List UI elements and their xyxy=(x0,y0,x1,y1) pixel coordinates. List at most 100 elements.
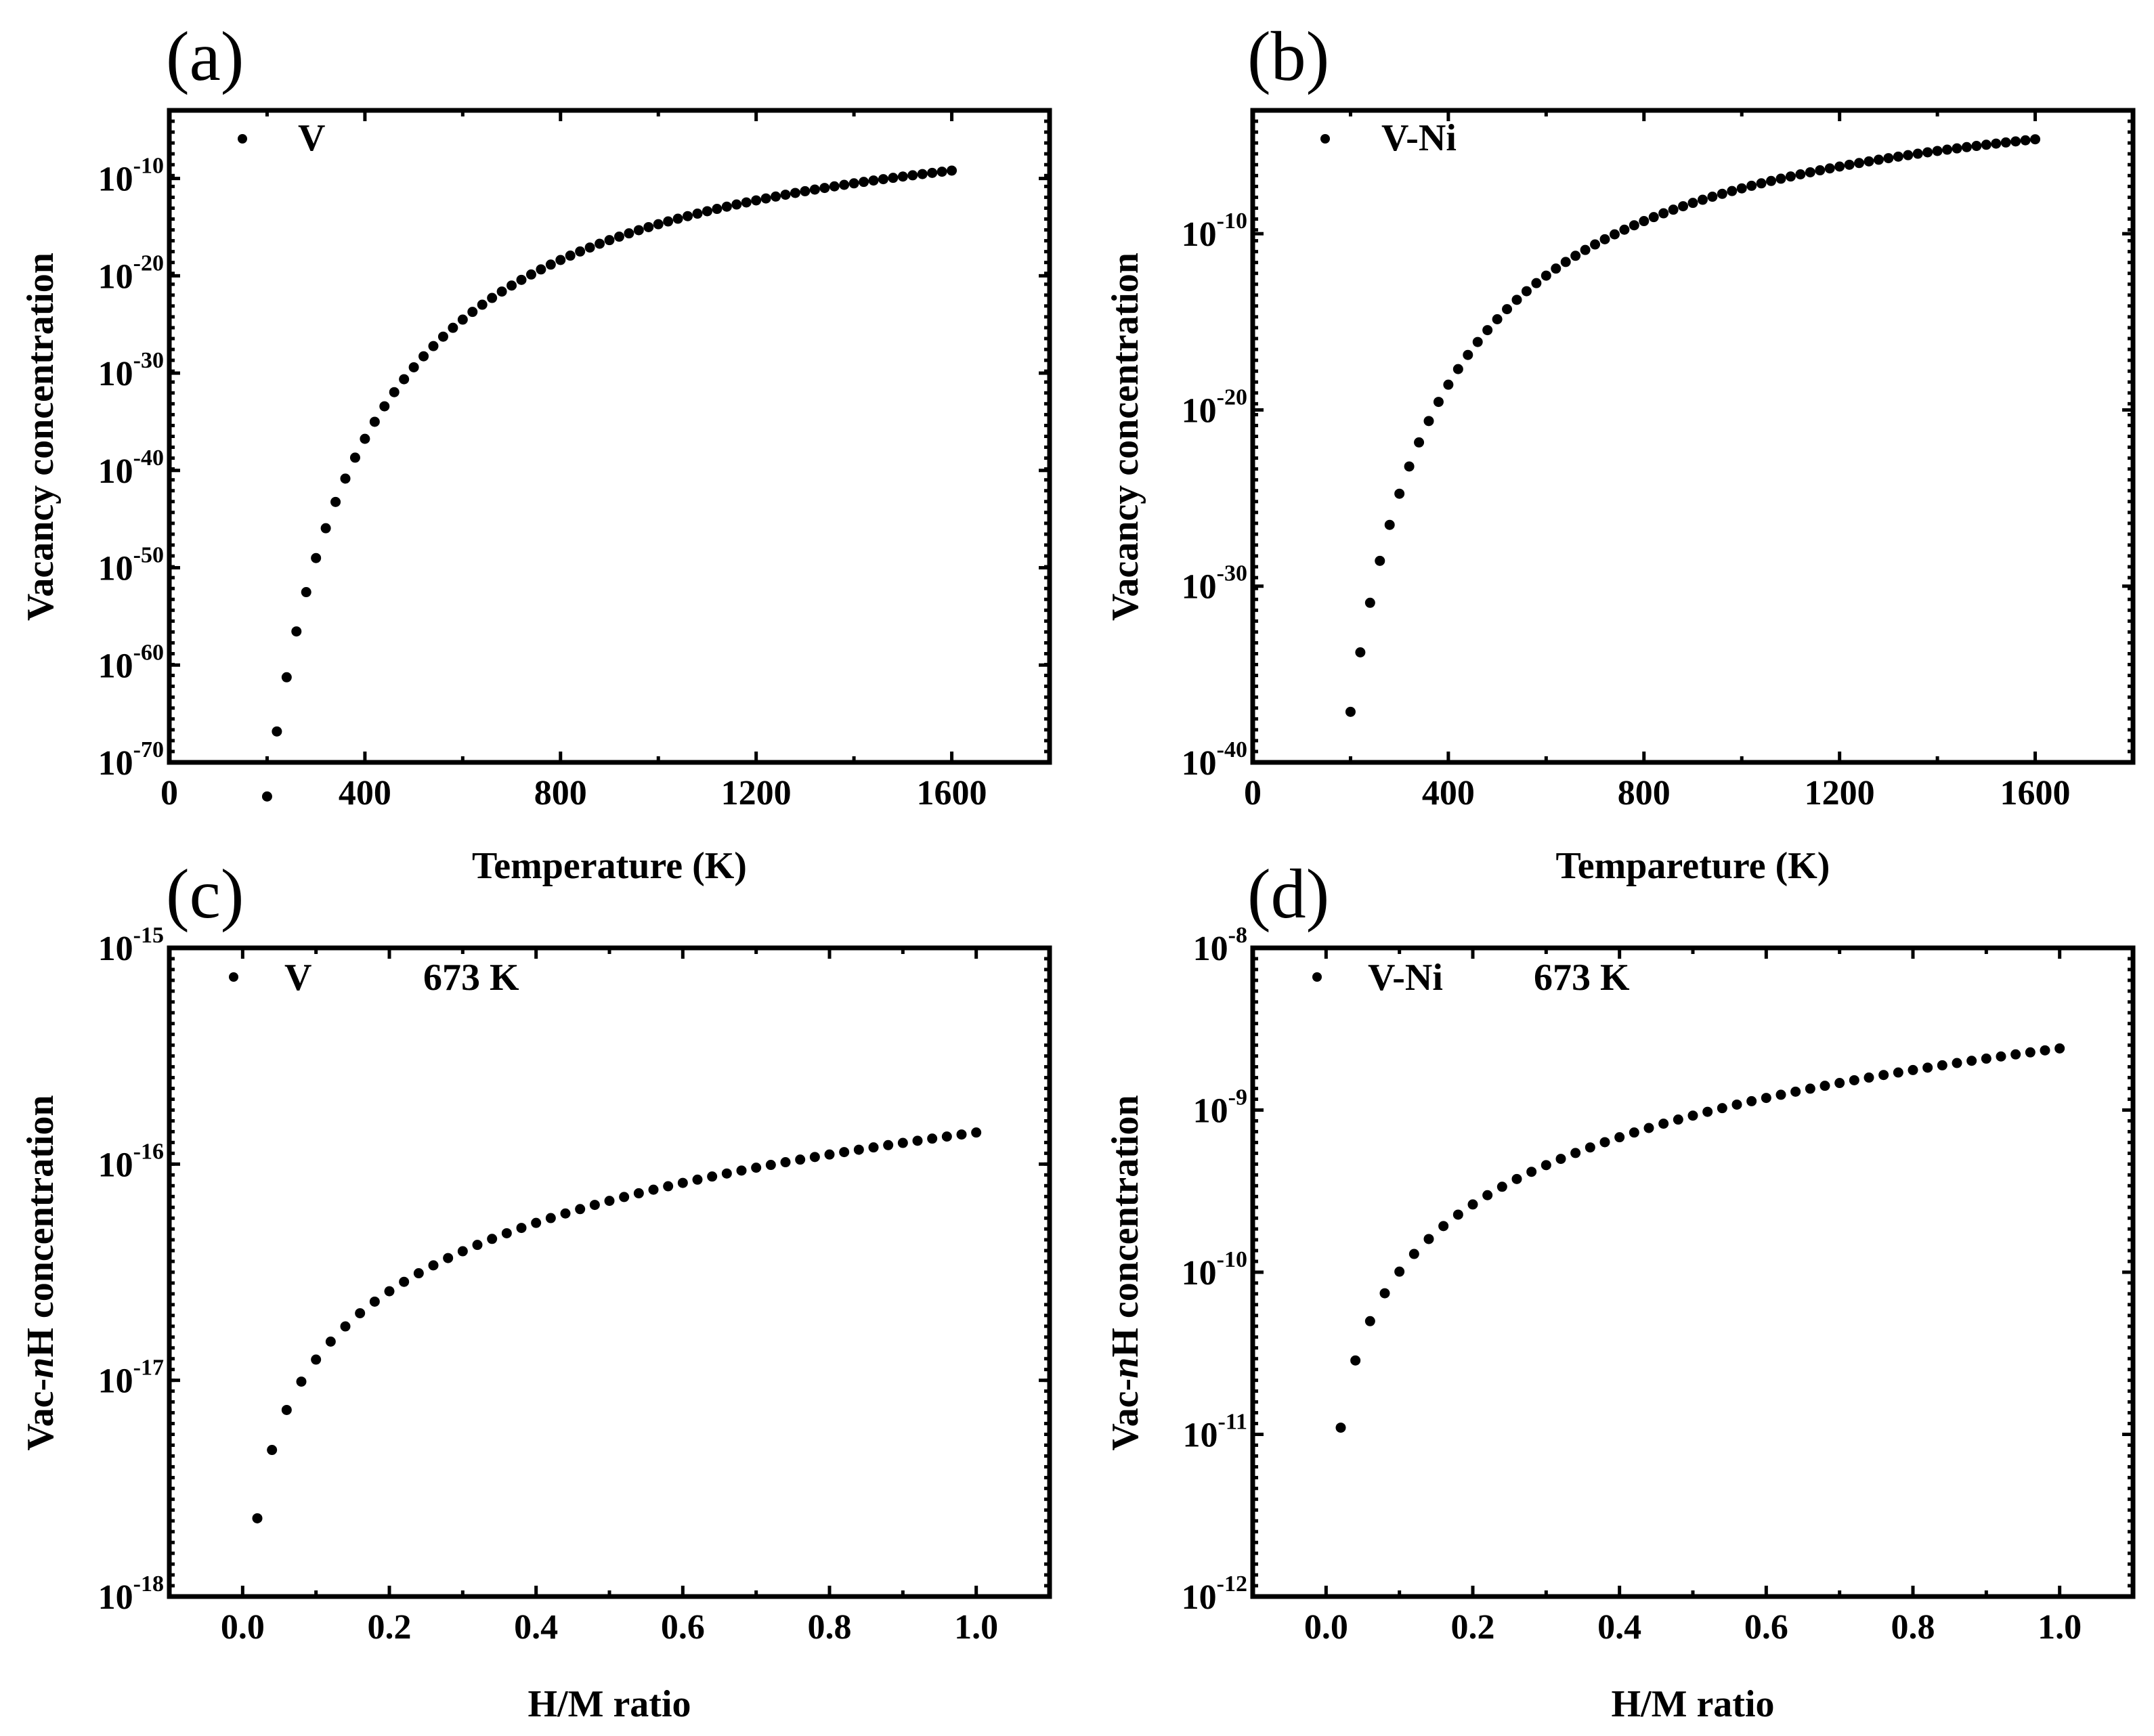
data-point-a-31 xyxy=(565,251,576,261)
data-point-d-45 xyxy=(1996,1051,2006,1062)
data-point-a-61 xyxy=(859,177,869,188)
data-point-c-16 xyxy=(487,1234,498,1244)
data-point-c-29 xyxy=(677,1177,688,1188)
data-point-d-8 xyxy=(1452,1209,1463,1220)
legend-label-d: V-Ni xyxy=(1368,957,1443,999)
data-point-a-69 xyxy=(936,167,947,177)
data-point-c-32 xyxy=(721,1168,732,1179)
plot-frame-a xyxy=(167,108,1052,765)
plot-frame-c xyxy=(167,945,1052,1599)
x-axis-title-b: Tempareture (K) xyxy=(1556,845,1830,887)
data-point-d-28 xyxy=(1746,1095,1757,1106)
legend-label-c: V xyxy=(284,957,311,999)
panel-b: (b) 10-40 10-30 10-20 10-10 0 400 800 1200 1600… xyxy=(1104,18,2136,887)
data-point-c-35 xyxy=(765,1160,776,1171)
legend-marker-d xyxy=(1312,972,1322,982)
data-point-c-47 xyxy=(941,1131,952,1142)
data-point-b-38 xyxy=(1717,188,1727,199)
data-point-c-38 xyxy=(809,1152,820,1163)
data-point-b-8 xyxy=(1423,416,1434,427)
data-point-b-20 xyxy=(1541,270,1551,281)
x-tick-label-c-1: 0.2 xyxy=(368,1608,412,1647)
data-point-d-48 xyxy=(2040,1045,2050,1056)
data-point-c-9 xyxy=(384,1286,395,1297)
data-point-d-2 xyxy=(1364,1316,1375,1326)
x-tick-label-d-0: 0.0 xyxy=(1304,1608,1348,1647)
data-point-a-60 xyxy=(848,178,859,189)
data-point-d-42 xyxy=(1952,1058,1962,1068)
x-tick-label-d-1: 0.2 xyxy=(1451,1608,1495,1647)
y-tick-label-b-0: 10-40 xyxy=(1182,737,1247,783)
data-point-b-62 xyxy=(1952,143,1962,154)
data-point-d-4 xyxy=(1394,1266,1405,1277)
x-ticks-d: 0.0 0.2 0.4 0.6 0.8 1.0 xyxy=(1304,948,2082,1647)
data-point-a-21 xyxy=(467,307,478,318)
data-point-b-45 xyxy=(1785,171,1796,182)
data-point-b-6 xyxy=(1404,461,1415,472)
data-point-d-39 xyxy=(1908,1064,1918,1075)
x-tick-label-c-4: 0.8 xyxy=(808,1608,852,1647)
data-point-c-39 xyxy=(824,1149,835,1160)
data-point-b-48 xyxy=(1815,165,1826,176)
x-tick-label-b-0: 0 xyxy=(1244,774,1262,812)
panel-label-a: (a) xyxy=(166,18,244,95)
data-point-b-50 xyxy=(1834,161,1845,172)
data-point-d-37 xyxy=(1878,1070,1889,1081)
x-tick-label-a-3: 1200 xyxy=(721,774,792,812)
x-tick-label-b-2: 800 xyxy=(1618,774,1671,812)
y-axis-title-suffix-d: H concentration xyxy=(1104,1095,1146,1357)
data-point-c-18 xyxy=(516,1223,527,1234)
data-point-a-7 xyxy=(330,496,341,507)
data-point-b-3 xyxy=(1375,555,1385,566)
data-point-b-56 xyxy=(1893,151,1903,162)
data-point-a-9 xyxy=(349,452,360,463)
data-point-b-24 xyxy=(1580,244,1591,255)
data-point-c-23 xyxy=(589,1200,600,1211)
data-point-d-24 xyxy=(1687,1110,1698,1121)
data-point-a-30 xyxy=(555,255,566,265)
y-tick-label-d-4: 10-8 xyxy=(1193,923,1247,968)
data-point-b-29 xyxy=(1629,220,1639,231)
data-point-b-27 xyxy=(1609,229,1620,240)
data-point-a-42 xyxy=(672,213,683,224)
data-point-a-22 xyxy=(477,299,488,310)
data-point-c-17 xyxy=(501,1228,512,1238)
data-point-d-18 xyxy=(1599,1137,1610,1148)
data-point-b-16 xyxy=(1502,304,1513,315)
data-point-b-66 xyxy=(1991,138,2002,149)
data-point-d-30 xyxy=(1775,1089,1786,1100)
data-point-b-43 xyxy=(1766,175,1777,186)
data-point-b-30 xyxy=(1639,216,1650,227)
legend-marker-c xyxy=(229,972,238,982)
data-point-c-48 xyxy=(956,1129,967,1140)
y-axis-title-italic-d: n xyxy=(1104,1358,1146,1379)
data-point-c-11 xyxy=(413,1268,424,1279)
data-point-b-69 xyxy=(2020,135,2031,146)
data-point-a-20 xyxy=(457,314,468,325)
data-point-a-0 xyxy=(261,791,272,802)
data-point-b-65 xyxy=(1981,139,1991,150)
y-tick-label-a-5: 10-20 xyxy=(98,251,164,296)
data-point-a-50 xyxy=(751,195,762,206)
x-tick-label-b-1: 400 xyxy=(1422,774,1475,812)
y-tick-label-c-3: 10-15 xyxy=(98,923,164,968)
data-point-a-2 xyxy=(281,672,292,682)
data-point-a-17 xyxy=(428,341,439,351)
data-point-c-42 xyxy=(868,1142,879,1153)
data-point-b-28 xyxy=(1619,224,1630,235)
data-point-c-13 xyxy=(443,1253,454,1263)
data-point-c-20 xyxy=(545,1213,556,1223)
y-tick-label-a-1: 10-60 xyxy=(98,640,164,685)
legend-label-a: V xyxy=(298,117,325,159)
data-point-a-41 xyxy=(663,216,674,227)
data-point-a-3 xyxy=(291,626,302,637)
data-point-c-10 xyxy=(399,1276,410,1287)
data-point-a-14 xyxy=(399,374,410,385)
data-point-d-29 xyxy=(1761,1093,1771,1104)
data-point-b-35 xyxy=(1687,198,1698,209)
x-ticks-b: 0 400 800 1200 1600 xyxy=(1244,110,2071,812)
data-point-d-9 xyxy=(1467,1199,1478,1210)
data-point-b-68 xyxy=(2010,136,2021,147)
data-point-b-10 xyxy=(1443,379,1454,390)
